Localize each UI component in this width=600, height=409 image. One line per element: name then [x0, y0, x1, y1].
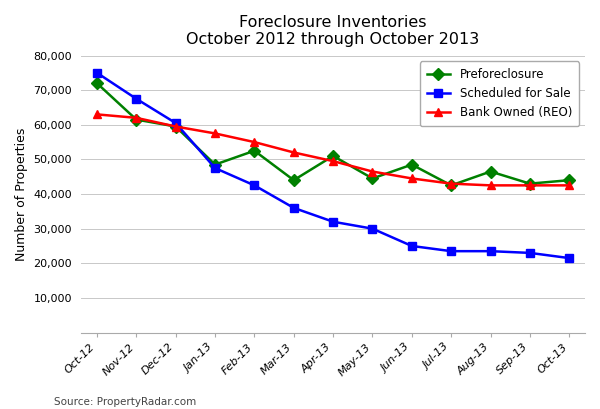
Scheduled for Sale	[408, 243, 415, 248]
Preforeclosure	[487, 169, 494, 174]
Scheduled for Sale	[172, 121, 179, 126]
Scheduled for Sale	[487, 249, 494, 254]
Bank Owned (REO)	[329, 159, 337, 164]
Preforeclosure	[408, 162, 415, 167]
Preforeclosure	[290, 178, 298, 183]
Preforeclosure	[448, 183, 455, 188]
Bank Owned (REO)	[408, 176, 415, 181]
Bank Owned (REO)	[133, 115, 140, 120]
Preforeclosure	[369, 176, 376, 181]
Scheduled for Sale	[329, 219, 337, 224]
Legend: Preforeclosure, Scheduled for Sale, Bank Owned (REO): Preforeclosure, Scheduled for Sale, Bank…	[419, 61, 579, 126]
Bank Owned (REO)	[526, 183, 533, 188]
Preforeclosure	[133, 117, 140, 122]
Text: Source: PropertyRadar.com: Source: PropertyRadar.com	[54, 397, 196, 407]
Preforeclosure	[94, 81, 101, 85]
Scheduled for Sale	[566, 256, 573, 261]
Preforeclosure	[329, 153, 337, 158]
Preforeclosure	[172, 124, 179, 129]
Bank Owned (REO)	[369, 169, 376, 174]
Bank Owned (REO)	[448, 181, 455, 186]
Preforeclosure	[526, 181, 533, 186]
Scheduled for Sale	[290, 205, 298, 210]
Y-axis label: Number of Properties: Number of Properties	[15, 127, 28, 261]
Title: Foreclosure Inventories
October 2012 through October 2013: Foreclosure Inventories October 2012 thr…	[187, 15, 480, 47]
Scheduled for Sale	[211, 166, 218, 171]
Scheduled for Sale	[133, 97, 140, 101]
Preforeclosure	[566, 178, 573, 183]
Bank Owned (REO)	[566, 183, 573, 188]
Scheduled for Sale	[251, 183, 258, 188]
Bank Owned (REO)	[251, 139, 258, 144]
Line: Scheduled for Sale: Scheduled for Sale	[93, 69, 574, 262]
Scheduled for Sale	[448, 249, 455, 254]
Preforeclosure	[211, 162, 218, 167]
Bank Owned (REO)	[487, 183, 494, 188]
Bank Owned (REO)	[290, 150, 298, 155]
Line: Preforeclosure: Preforeclosure	[93, 79, 574, 189]
Scheduled for Sale	[526, 250, 533, 255]
Scheduled for Sale	[94, 70, 101, 75]
Bank Owned (REO)	[211, 131, 218, 136]
Bank Owned (REO)	[172, 124, 179, 129]
Scheduled for Sale	[369, 226, 376, 231]
Preforeclosure	[251, 148, 258, 153]
Line: Bank Owned (REO): Bank Owned (REO)	[93, 110, 574, 189]
Bank Owned (REO)	[94, 112, 101, 117]
